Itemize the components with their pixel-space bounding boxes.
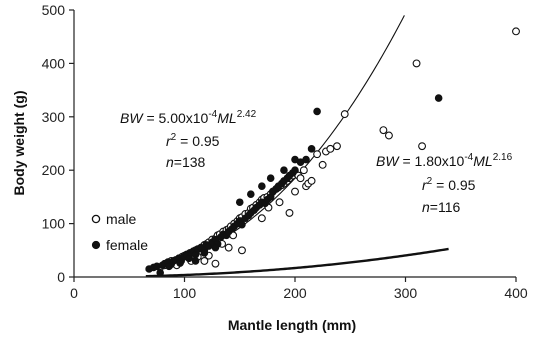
male-point [318, 160, 327, 169]
equation-1-n: n=138 [166, 154, 206, 170]
y-tick-label: 0 [57, 269, 65, 285]
legend: male female [91, 211, 148, 253]
male-point [418, 142, 427, 151]
female-point [156, 268, 164, 277]
female-point [307, 145, 316, 153]
male-point [313, 150, 322, 159]
y-tick-label: 400 [42, 55, 66, 71]
eq2-n: n [422, 199, 430, 215]
eq1-exp1: -4 [208, 109, 217, 120]
equation-2-formula: BW = 1.80x10-4ML2.16 [376, 152, 513, 169]
equation-2-r2: r2 = 0.95 [422, 176, 476, 193]
male-point [384, 131, 393, 140]
male-point [340, 110, 349, 119]
eq2-r: r [422, 177, 428, 193]
y-tick-label: 500 [42, 2, 66, 18]
male-point [296, 174, 305, 183]
axes: 0 100 200 300 400 0 100 200 300 400 500 [42, 2, 528, 301]
male-point [333, 142, 341, 151]
female-point [266, 174, 275, 183]
eq1-n: n [166, 154, 174, 170]
male-point [326, 144, 335, 153]
y-tick-label: 100 [42, 216, 66, 232]
female-point [247, 190, 255, 199]
male-point [200, 257, 209, 265]
legend-male-label: male [106, 211, 137, 227]
eq1-ml: ML [217, 110, 236, 126]
female-point [176, 259, 184, 267]
female-point [302, 155, 310, 164]
x-tick-label: 100 [173, 285, 197, 301]
x-tick-label: 400 [504, 285, 528, 301]
eq1-r-sup: 2 [171, 132, 177, 143]
eq2-r-sup: 2 [427, 176, 433, 187]
female-point [280, 166, 288, 175]
female-point [291, 155, 299, 164]
plot-area [145, 15, 520, 277]
female-point [165, 262, 173, 271]
female-point [258, 182, 266, 191]
female-point [434, 94, 443, 102]
female-point [291, 166, 299, 175]
male-point [275, 198, 284, 207]
x-tick-label: 300 [394, 285, 418, 301]
equation-2-annotation: BW = 1.80x10-4ML2.16 r2 = 0.95 n=116 [376, 152, 513, 215]
male-point [285, 208, 294, 217]
eq1-exp2: 2.42 [237, 109, 257, 120]
male-point [211, 259, 220, 268]
eq2-exp1: -4 [464, 152, 473, 163]
female-point [238, 220, 246, 229]
legend-female-label: female [106, 237, 148, 253]
male-point [299, 166, 308, 175]
equation-1-r2: r2 = 0.95 [166, 132, 220, 149]
eq1-n-value: =138 [174, 154, 206, 170]
eq1-bw: BW [120, 110, 144, 126]
equation-1-annotation: BW = 5.00x10-4ML2.42 r2 = 0.95 n=138 [120, 109, 257, 170]
male-point [512, 27, 520, 36]
eq2-r2-value: = 0.95 [432, 177, 475, 193]
x-tick-label: 0 [70, 285, 78, 301]
equation-2-n: n=116 [422, 199, 461, 215]
legend-male-marker [91, 214, 101, 224]
equation-1-formula: BW = 5.00x10-4ML2.42 [120, 109, 257, 126]
male-point [379, 126, 388, 135]
female-point [191, 257, 200, 265]
eq1-r: r [166, 133, 172, 149]
y-tick-label: 200 [42, 162, 66, 178]
male-point [412, 59, 421, 68]
male-point [238, 246, 246, 255]
eq2-bw: BW [376, 153, 400, 169]
eq1-coef: = 5.00x10 [143, 110, 209, 126]
female-point [211, 243, 220, 252]
female-point [313, 107, 321, 116]
legend-female-marker [91, 240, 101, 250]
eq2-exp2: 2.16 [493, 152, 513, 163]
x-axis-title: Mantle length (mm) [228, 317, 356, 333]
eq2-n-value: =116 [430, 199, 461, 215]
male-point [291, 187, 299, 196]
eq2-ml: ML [473, 153, 492, 169]
x-tick-label: 200 [283, 285, 307, 301]
female-point [200, 249, 209, 257]
y-axis-title: Body weight (g) [11, 91, 27, 196]
eq2-coef: = 1.80x10 [399, 153, 465, 169]
male-point [257, 214, 266, 223]
male-point [307, 176, 316, 185]
eq1-r2-value: = 0.95 [176, 133, 219, 149]
y-tick-label: 300 [42, 109, 66, 125]
male-point [224, 243, 233, 252]
fit-curve-2 [145, 247, 449, 277]
female-point [235, 198, 244, 207]
